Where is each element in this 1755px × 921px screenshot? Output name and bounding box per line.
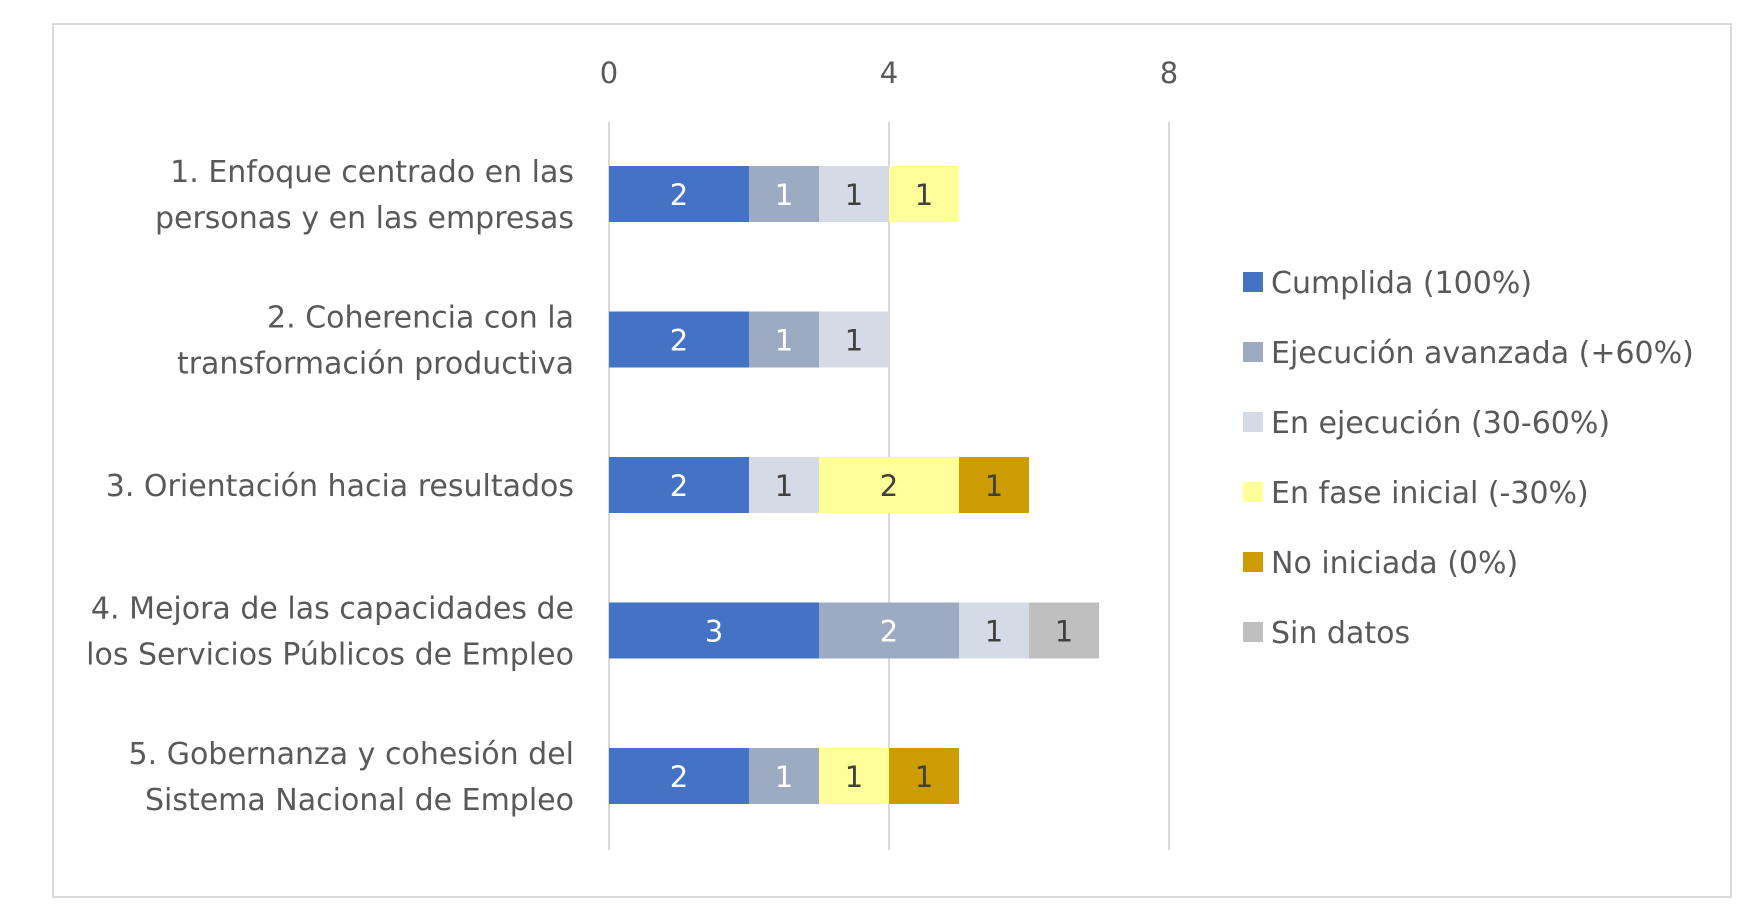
axis-tick-label: 0 [600,56,618,90]
legend-swatch [1243,272,1263,292]
category-label: transformación productiva [177,347,574,382]
bar-data-label: 2 [880,469,898,503]
bar-segment [819,166,889,222]
legend-entry: No iniciada (0%) [1271,546,1518,581]
bar-segment [749,457,819,513]
legend-swatch [1243,342,1263,362]
bar-data-label: 2 [670,469,688,503]
bar-data-label: 1 [985,615,1003,649]
category-label: 1. Enfoque centrado en las [170,155,574,190]
bar-segment [959,602,1029,659]
category-label: los Servicios Públicos de Empleo [86,638,574,673]
legend-swatch [1243,482,1263,502]
bar-segment [819,748,889,804]
bar-data-label: 1 [775,760,793,794]
category-label: Sistema Nacional de Empleo [145,783,574,818]
bar-data-label: 1 [915,760,933,794]
legend-entry: Sin datos [1271,616,1410,651]
bar-segment [609,602,819,659]
bar-segment [819,457,959,513]
bar-data-label: 1 [845,760,863,794]
bar-segment [609,311,749,368]
category-label: 4. Mejora de las capacidades de [91,592,574,627]
legend-swatch [1243,552,1263,572]
axis-tick-label: 4 [880,56,898,90]
legend-entry: Ejecución avanzada (+60%) [1271,336,1694,371]
category-label: 3. Orientación hacia resultados [106,469,574,504]
legend-entry: En ejecución (30-60%) [1271,406,1610,441]
bar-data-label: 1 [845,324,863,358]
category-label: personas y en las empresas [155,201,574,236]
bar-data-label: 1 [1055,615,1073,649]
category-label: 2. Coherencia con la [267,301,574,336]
bar-segment [609,748,749,804]
bar-segment [1029,602,1099,659]
legend-swatch [1243,622,1263,642]
bar-segment [609,457,749,513]
bar-segment [819,311,889,368]
bar-data-label: 2 [670,324,688,358]
bar-segment [959,457,1029,513]
bar-data-label: 3 [705,615,723,649]
bar-data-label: 1 [775,178,793,212]
axis-tick-label: 8 [1160,56,1178,90]
bar-segment [889,166,959,222]
bar-segment [609,166,749,222]
bar-segment [819,602,959,659]
bar-data-label: 2 [880,615,898,649]
bar-data-label: 1 [775,469,793,503]
bar-data-label: 1 [775,324,793,358]
bar-data-label: 2 [670,760,688,794]
legend-entry: En fase inicial (-30%) [1271,476,1589,511]
legend-entry: Cumplida (100%) [1271,266,1532,301]
bar-data-label: 1 [915,178,933,212]
category-label: 5. Gobernanza y cohesión del [129,737,574,772]
bar-segment [749,748,819,804]
bar-segment [749,166,819,222]
bar-data-label: 2 [670,178,688,212]
bar-data-label: 1 [845,178,863,212]
bar-segment [749,311,819,368]
bar-segment [889,748,959,804]
legend-swatch [1243,412,1263,432]
bar-data-label: 1 [985,469,1003,503]
